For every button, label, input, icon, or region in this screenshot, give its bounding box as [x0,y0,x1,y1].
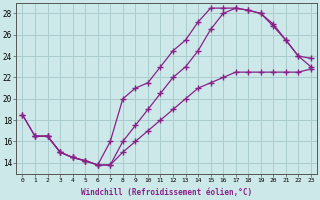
X-axis label: Windchill (Refroidissement éolien,°C): Windchill (Refroidissement éolien,°C) [81,188,252,197]
